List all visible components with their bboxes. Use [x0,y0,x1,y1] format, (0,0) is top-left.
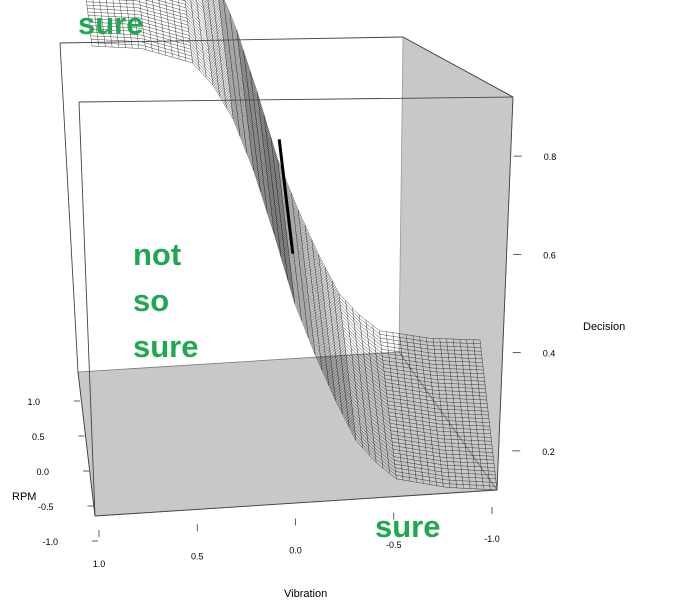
mesh-line-rpm [194,0,488,408]
mesh-line-rpm [221,0,482,352]
z-axis-tick-label: 0.8 [544,152,557,162]
x-axis-tick-label: 0.0 [289,546,302,556]
mesh-line-rpm [206,0,486,389]
z-axis-tick-label: 0.6 [543,250,556,260]
mesh-line-rpm [219,0,483,359]
mesh-line-vibration [145,0,153,52]
mesh-line-rpm [197,0,488,404]
mesh-line-rpm [86,1,492,442]
mesh-line-rpm [168,0,490,427]
mesh-line-rpm [88,22,495,464]
mesh-line-vibration [152,0,160,54]
mesh-line-vibration [92,0,99,47]
mesh-line-rpm [223,0,481,344]
mesh-line-rpm [216,0,484,367]
mesh-line-rpm [211,0,485,378]
mesh-line-rpm [222,0,481,348]
x-axis-tick-label: -0.5 [386,540,402,550]
y-axis-tick-label: 1.0 [27,397,40,407]
mesh-line-rpm [209,0,485,382]
mesh-line-rpm [204,0,486,393]
mesh-line-vibration [165,0,173,58]
mesh-line-vibration [106,0,113,48]
mesh-line-vibration [184,0,193,64]
mesh-line-rpm [156,0,491,431]
mesh-line-rpm [200,0,487,401]
mesh-line-rpm [144,0,491,434]
z-axis-tick-label: 0.4 [543,349,556,359]
mesh-line-rpm [192,0,489,412]
axes: 1.0 0.5 0.0 -0.5 -1.0 1.0 0.5 0.0 -0.5 -1.0 0.8 0.6… [27,152,556,569]
mesh-line-vibration [139,0,146,50]
x-axis-tick-label: 0.5 [191,551,204,561]
mesh-line-rpm [213,0,484,374]
y-axis-tick-label: 0.0 [36,467,49,477]
mesh-line-rpm [89,25,495,468]
mesh-line-vibration [223,0,241,137]
mesh-line-vibration [158,0,166,56]
x-axis-tick-label: 1.0 [93,559,106,569]
bounding-box [59,36,514,517]
mesh-line-rpm [89,28,495,472]
mesh-line-rpm [87,11,493,453]
mesh-line-vibration [112,0,119,48]
mesh-line-rpm [224,0,481,341]
y-axis-title: RPM [12,491,36,503]
surface-mesh [86,0,498,491]
mesh-line-rpm [189,0,489,416]
x-axis-title: Vibration [284,588,327,600]
annotation-not: not [133,237,181,272]
annotation-so: so [133,283,169,318]
mesh-line-rpm [91,39,497,483]
mesh-line-rpm [88,18,494,461]
mesh-line-rpm [86,5,492,446]
annotation-sure-middle: sure [133,329,198,364]
z-axis-title: Decision [583,321,625,333]
mesh-line-rpm [208,0,486,386]
mesh-line-rpm [87,8,493,449]
mesh-line-rpm [91,45,498,491]
mesh-line-rpm [116,0,492,438]
mesh-line-rpm [202,0,487,397]
mesh-line-vibration [132,0,140,49]
mesh-line-rpm [90,35,496,479]
mesh-line-rpm [180,0,490,423]
annotation-bottom-sure: sure [375,509,440,544]
mesh-line-rpm [220,0,482,356]
mesh-line-rpm [218,0,483,363]
x-axis-tick-label: -1.0 [484,534,500,544]
y-axis-tick-label: -1.0 [42,537,58,547]
annotation-top-sure: sure [78,6,143,41]
mesh-line-vibration [178,0,187,62]
mesh-line-rpm [186,0,489,419]
mesh-line-rpm [88,15,494,457]
decision-boundary-line [277,139,295,254]
mesh-line-vibration [119,0,126,48]
z-axis-tick-label: 0.2 [542,447,555,457]
mesh-line-vibration [171,0,180,60]
mesh-line-rpm [91,42,497,487]
y-axis-tick-label: 0.5 [32,432,45,442]
mesh-line-vibration [126,0,133,49]
mesh-line-vibration [86,0,93,47]
mesh-line-rpm [214,0,484,371]
y-axis-tick-label: -0.5 [38,502,54,512]
mesh-line-rpm [90,32,496,476]
mesh-line-vibration [99,0,106,47]
